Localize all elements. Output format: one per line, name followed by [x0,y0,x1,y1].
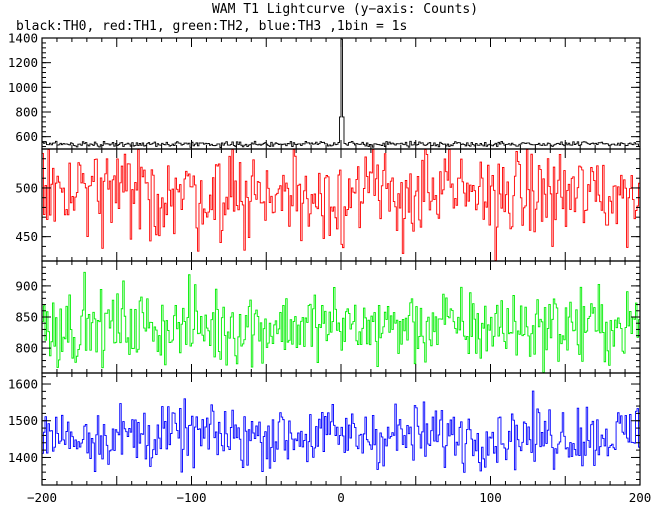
y-tick-label: 900 [15,278,38,293]
series-line-th1 [42,149,640,261]
y-tick-label: 800 [15,105,38,120]
x-tick-label: −200 [27,490,57,505]
y-tick-label: 1400 [8,450,38,465]
y-tick-label: 1000 [8,80,38,95]
y-tick-label: 1200 [8,55,38,70]
x-axis: −200 −100 0 100 200 [27,490,651,505]
panels: 600 800 1000 1200 1400 450 500 800 850 900 1400 150… [8,31,641,486]
x-tick-label: −100 [176,490,206,505]
series-line-th0 [42,38,640,148]
y-tick-label: 1600 [8,377,38,392]
y-tick-label: 500 [15,180,38,195]
panel-th2: 800 850 900 [15,260,641,374]
x-tick-label: 200 [629,490,652,505]
panel-th0: 600 800 1000 1200 1400 [8,31,641,150]
series-line-th2 [42,271,640,373]
y-tick-label: 1400 [8,31,38,46]
chart-title: WAM T1 Lightcurve (y−axis: Counts) [212,2,478,17]
y-tick-label: 450 [15,229,38,244]
chart-subtitle: black:TH0, red:TH1, green:TH2, blue:TH3 … [16,19,407,34]
x-tick-label: 100 [479,490,502,505]
x-tick-label: 0 [337,490,345,505]
y-tick-label: 850 [15,310,38,325]
series-line-th3 [42,390,640,473]
y-tick-label: 1500 [8,413,38,428]
panel-th1: 450 500 [15,148,641,262]
y-tick-label: 800 [15,341,38,356]
panel-th3: 1400 1500 1600 [8,372,641,486]
y-tick-label: 600 [15,129,38,144]
